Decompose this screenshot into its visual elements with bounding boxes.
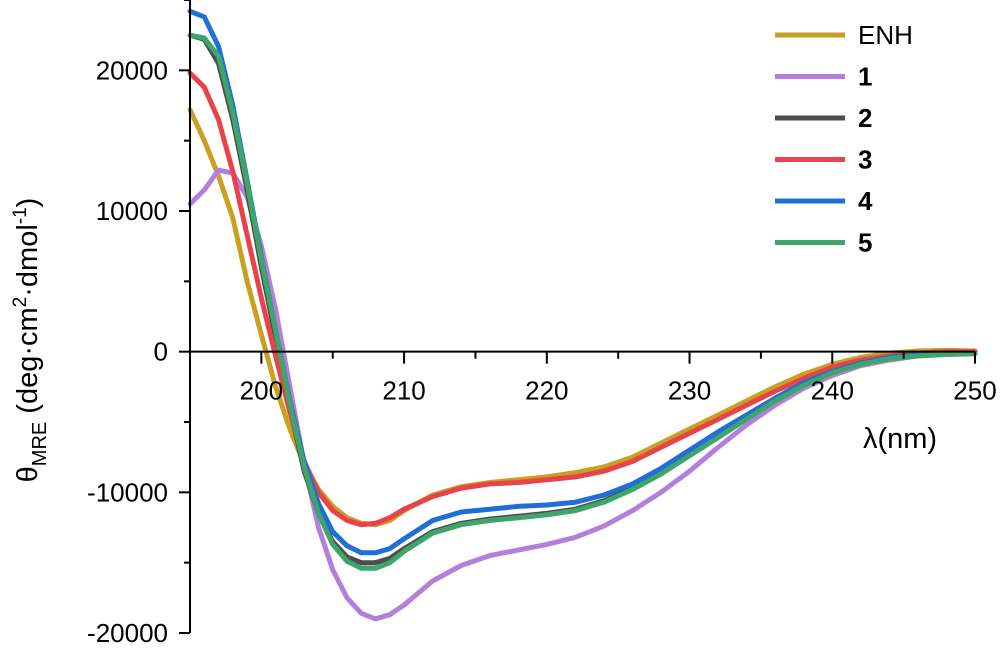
legend-label-3: 3 — [858, 145, 872, 175]
y-axis-title-main: θ — [12, 466, 44, 482]
y-axis-title: θMRE (deg·cm2·dmol-1) — [10, 198, 51, 483]
x-tick-label: 210 — [382, 376, 425, 406]
series-curves — [187, 8, 978, 622]
y-axis-title-sub: MRE — [29, 422, 51, 466]
y-tick-label: 10000 — [96, 196, 168, 226]
y-axis-title-sup2: -1 — [10, 207, 31, 224]
x-tick-label: 200 — [240, 376, 283, 406]
y-tick-label: -20000 — [87, 618, 168, 648]
x-axis-title: λ(nm) — [863, 423, 937, 455]
x-tick-label: 240 — [811, 376, 854, 406]
y-tick-label: -10000 — [87, 477, 168, 507]
legend-label-1: 1 — [858, 62, 872, 92]
x-tick-label: 220 — [525, 376, 568, 406]
y-axis-title-units-mid: ·dmol — [12, 224, 44, 297]
y-axis-title-units-post: ) — [12, 198, 44, 208]
x-tick-label: 230 — [668, 376, 711, 406]
legend-label-enh: ENH — [858, 20, 913, 50]
series-line-3 — [187, 70, 978, 528]
y-axis-title-sup1: 2 — [10, 297, 31, 308]
legend: ENH 1 2 3 4 5 — [775, 20, 913, 258]
legend-label-4: 4 — [858, 186, 873, 216]
y-axis-title-units-pre: (deg·cm — [12, 307, 44, 421]
legend-label-5: 5 — [858, 228, 872, 258]
series-line-1 — [187, 167, 978, 622]
x-tick-label: 250 — [953, 376, 996, 406]
legend-label-2: 2 — [858, 103, 872, 133]
y-tick-label: 20000 — [96, 55, 168, 85]
y-tick-label: 0 — [154, 337, 168, 367]
series-line-5 — [187, 32, 978, 571]
